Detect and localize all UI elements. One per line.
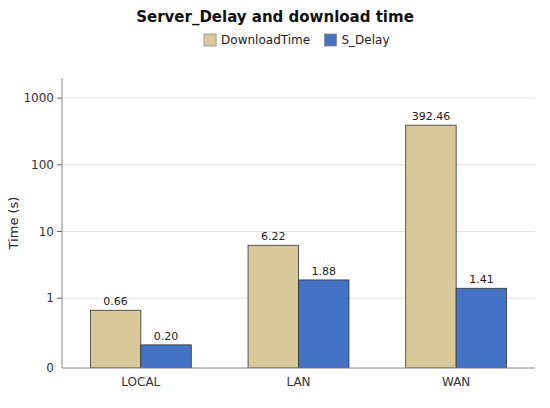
- bar: [406, 125, 456, 368]
- title: Server_Delay and download time: [136, 8, 414, 26]
- data-label: 1.88: [311, 265, 336, 278]
- legend-swatch: [325, 34, 337, 46]
- chart: 1 10 100 1000 0.66 6.22 392.46 0.20 1.88 1.41 LOCA…: [0, 0, 550, 408]
- tick-label: 100: [31, 158, 54, 172]
- bar: [299, 280, 349, 368]
- tick-mark: [57, 231, 62, 232]
- data-label: 392.46: [412, 110, 451, 123]
- tick-mark: [57, 164, 62, 165]
- legend-swatch: [204, 34, 216, 46]
- tick-mark: [57, 98, 62, 99]
- category-label: LAN: [286, 375, 310, 389]
- legend: DownloadTime S_Delay: [204, 33, 389, 47]
- bar: [90, 310, 140, 368]
- x-axis: [62, 368, 535, 369]
- y-axis: [62, 78, 63, 368]
- grid-line: [62, 164, 535, 165]
- grid-line: [62, 98, 535, 99]
- bar: [248, 245, 298, 368]
- bar: [141, 345, 191, 368]
- annotation: 0: [46, 361, 54, 375]
- grid-line: [62, 231, 535, 232]
- data-label: 0.66: [103, 295, 128, 308]
- tick-label: 10: [39, 225, 54, 239]
- data-labels: 0.66 6.22 392.46 0.20 1.88 1.41: [103, 110, 493, 343]
- tick-label: 1000: [23, 91, 54, 105]
- tick-label: 1: [46, 291, 54, 305]
- data-label: 0.20: [154, 330, 179, 343]
- data-label: 1.41: [469, 273, 494, 286]
- legend-label: S_Delay: [342, 33, 390, 47]
- tick-mark: [57, 298, 62, 299]
- bar: [456, 288, 506, 368]
- data-label: 6.22: [261, 230, 286, 243]
- category-label: LOCAL: [121, 375, 160, 389]
- y-axis-label: Time (s): [6, 197, 21, 251]
- legend-label: DownloadTime: [221, 33, 310, 47]
- category-label: WAN: [442, 375, 470, 389]
- bars: [90, 125, 506, 368]
